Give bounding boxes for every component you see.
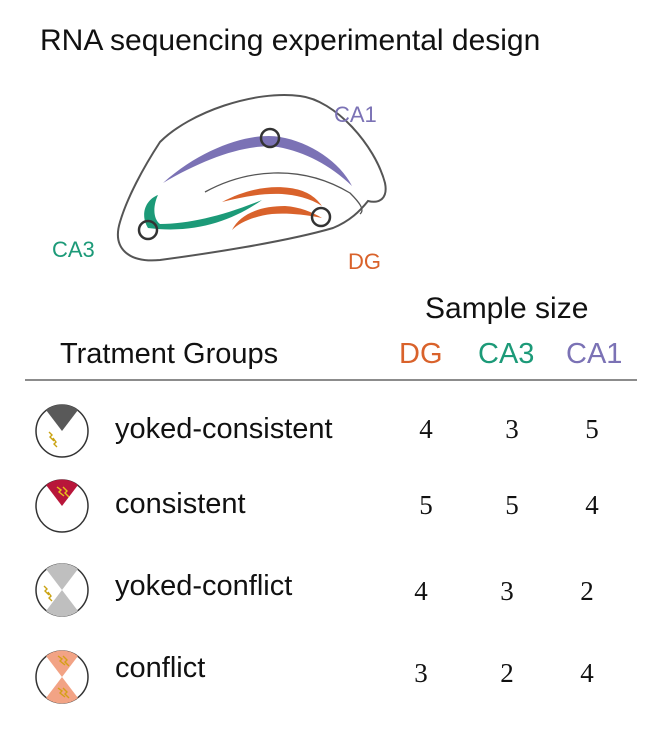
conflict-icon [35, 650, 89, 704]
cell-yoked-consistent-dg: 4 [419, 414, 433, 444]
dg-band-upper [222, 187, 322, 206]
ca3-band [144, 195, 262, 230]
hippocampus-outline [117, 94, 387, 262]
dg-sample-marker [310, 206, 332, 228]
cell-yoked-consistent-ca1: 5 [585, 414, 599, 444]
row-label-conflict: conflict [115, 652, 206, 684]
column-header-ca3: CA3 [478, 338, 535, 370]
hippocampus-diagram [117, 94, 387, 262]
cell-consistent-ca1: 4 [585, 490, 599, 520]
ca3-label: CA3 [52, 237, 95, 262]
dg-label: DG [348, 249, 381, 274]
yoked-consistent-icon [35, 404, 89, 458]
ca1-sample-marker [259, 127, 281, 149]
page-title: RNA sequencing experimental design [40, 24, 541, 57]
cell-conflict-ca1: 4 [580, 658, 594, 688]
column-header-dg: DG [399, 338, 443, 370]
consistent-icon [35, 479, 89, 533]
cell-yoked-conflict-ca1: 2 [580, 576, 594, 606]
header-divider [25, 379, 637, 381]
column-header-ca1: CA1 [566, 338, 623, 370]
ca1-label: CA1 [334, 102, 377, 127]
cell-consistent-ca3: 5 [505, 490, 519, 520]
cell-conflict-ca3: 2 [500, 658, 514, 688]
row-label-consistent: consistent [115, 488, 246, 520]
dentate-fold-line [204, 172, 363, 215]
row-label-yoked-consistent: yoked-consistent [115, 413, 333, 445]
ca1-band [163, 135, 352, 186]
treatment-groups-heading: Tratment Groups [60, 338, 279, 370]
cell-yoked-conflict-dg: 4 [414, 576, 428, 606]
dg-band-lower [232, 206, 322, 230]
cell-conflict-dg: 3 [414, 658, 428, 688]
cell-yoked-consistent-ca3: 3 [505, 414, 519, 444]
row-label-yoked-conflict: yoked-conflict [115, 570, 293, 602]
yoked-conflict-icon [35, 563, 89, 617]
ca3-sample-marker [137, 219, 159, 241]
cell-consistent-dg: 5 [419, 490, 433, 520]
cell-yoked-conflict-ca3: 3 [500, 576, 514, 606]
sample-size-heading: Sample size [425, 292, 589, 325]
